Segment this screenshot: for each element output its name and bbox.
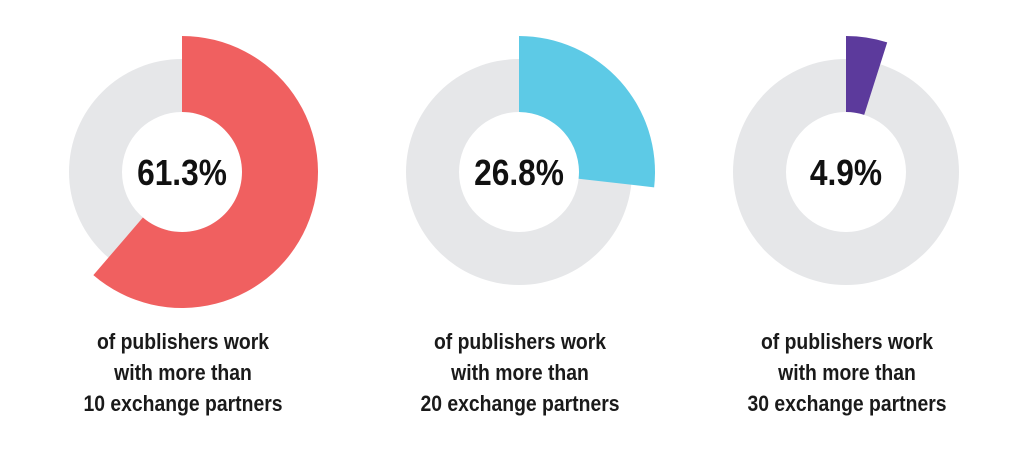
donut-3-value-slice [846,36,888,115]
caption-2-line-2: with more than [451,360,589,385]
donut-1-value-slice [93,36,318,308]
caption-1-line-2: with more than [114,360,252,385]
caption-1-line-3: 10 exchange partners [83,391,283,416]
caption-2-line-3: 20 exchange partners [420,391,620,416]
caption-1: of publishers work with more than 10 exc… [51,326,315,419]
donut-3-percent-label: 4.9% [810,153,882,193]
donut-1-percent-label: 61.3% [137,153,227,193]
caption-3-line-1: of publishers work [760,329,934,354]
donut-3-remainder-slice [733,59,959,285]
caption-3-line-2: with more than [778,360,916,385]
caption-2: of publishers work with more than 20 exc… [388,326,652,419]
donut-2-percent-label: 26.8% [474,153,564,193]
caption-3: of publishers work with more than 30 exc… [715,326,979,419]
donut-2-value-slice [519,36,656,188]
caption-2-line-1: of publishers work [433,329,607,354]
caption-3-line-3: 30 exchange partners [747,391,947,416]
caption-1-line-1: of publishers work [96,329,270,354]
